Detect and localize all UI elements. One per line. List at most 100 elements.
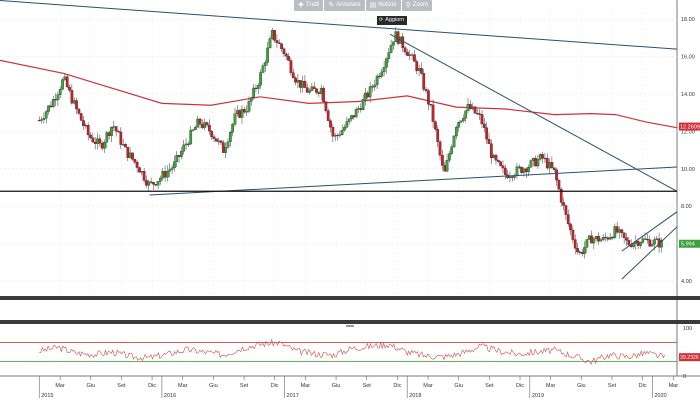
candle-down bbox=[285, 54, 287, 56]
candle-down bbox=[220, 141, 222, 143]
candle-up bbox=[451, 147, 453, 154]
candle-up bbox=[346, 122, 348, 128]
tool-button-annotare[interactable]: ✎ Annotare bbox=[324, 0, 364, 11]
candle-down bbox=[327, 111, 329, 121]
candle-up bbox=[171, 168, 173, 170]
candle-down bbox=[367, 93, 369, 97]
candle-up bbox=[455, 127, 457, 136]
candle-down bbox=[276, 40, 278, 42]
tool-label: Tratti bbox=[306, 0, 319, 11]
month-tick-label: Dic bbox=[148, 383, 156, 389]
candle-down bbox=[124, 144, 126, 147]
candle-up bbox=[250, 98, 252, 102]
candle-down bbox=[490, 144, 492, 158]
candle-down bbox=[478, 114, 480, 115]
candle-down bbox=[604, 237, 606, 238]
candle-down bbox=[572, 230, 574, 240]
candle-up bbox=[192, 130, 194, 131]
tool-button-zoom[interactable]: ⚲ Zoom bbox=[402, 0, 432, 11]
oscillator-value-label: 39.2326 bbox=[680, 355, 699, 361]
refresh-label: Aggiorn bbox=[385, 16, 404, 25]
candle-down bbox=[574, 240, 576, 249]
candle-up bbox=[236, 110, 238, 113]
candle-down bbox=[120, 132, 122, 145]
candle-down bbox=[332, 127, 334, 136]
candle-down bbox=[611, 237, 613, 238]
candle-up bbox=[464, 111, 466, 118]
candle-up bbox=[336, 135, 338, 136]
candle-down bbox=[495, 155, 497, 160]
tool-button-tratti[interactable]: ✚ Tratti bbox=[294, 0, 323, 11]
candle-up bbox=[651, 244, 653, 246]
candle-up bbox=[311, 87, 313, 91]
candle-up bbox=[308, 91, 310, 93]
candle-up bbox=[43, 118, 45, 119]
candle-up bbox=[355, 109, 357, 117]
candle-down bbox=[378, 76, 380, 77]
candle-up bbox=[350, 115, 352, 118]
candle-down bbox=[199, 119, 201, 124]
candle-up bbox=[257, 85, 259, 89]
candle-down bbox=[434, 122, 436, 129]
candle-up bbox=[203, 122, 205, 127]
candle-up bbox=[166, 171, 168, 177]
candle-down bbox=[155, 184, 157, 185]
year-tick-label: 2017 bbox=[287, 393, 299, 399]
candle-up bbox=[241, 109, 243, 117]
candle-down bbox=[616, 226, 618, 232]
candle-down bbox=[628, 240, 630, 245]
candle-up bbox=[362, 99, 364, 110]
candle-down bbox=[318, 92, 320, 93]
candle-up bbox=[532, 158, 534, 160]
year-tick-label: 2018 bbox=[409, 393, 421, 399]
candle-up bbox=[47, 106, 49, 112]
candle-down bbox=[544, 158, 546, 159]
oscillator-tick-label: 0 bbox=[683, 374, 686, 380]
candle-up bbox=[588, 236, 590, 240]
candle-up bbox=[411, 55, 413, 56]
candle-down bbox=[329, 121, 331, 128]
candle-down bbox=[38, 120, 40, 121]
month-tick-label: Mar bbox=[301, 383, 311, 389]
month-tick-label: Set bbox=[117, 383, 126, 389]
candle-up bbox=[467, 104, 469, 111]
candle-up bbox=[169, 170, 171, 172]
candle-down bbox=[623, 233, 625, 238]
price-tick-label: 16.00 bbox=[681, 55, 695, 61]
month-tick-label: Set bbox=[363, 383, 372, 389]
candle-down bbox=[82, 120, 84, 125]
year-tick-label: 2020 bbox=[654, 393, 666, 399]
candle-up bbox=[586, 239, 588, 247]
candle-up bbox=[385, 59, 387, 68]
candle-down bbox=[597, 236, 599, 241]
candle-down bbox=[520, 167, 522, 173]
refresh-button[interactable]: ⟳ Aggiorn bbox=[377, 16, 407, 25]
candle-up bbox=[52, 99, 54, 107]
candle-up bbox=[409, 55, 411, 56]
candle-up bbox=[40, 120, 42, 121]
candle-up bbox=[103, 142, 105, 148]
tool-button-notizie[interactable]: ▤ Notizie bbox=[366, 0, 401, 11]
candle-down bbox=[353, 115, 355, 117]
candle-down bbox=[136, 162, 138, 167]
candle-down bbox=[558, 180, 560, 189]
candle-up bbox=[341, 130, 343, 135]
candle-up bbox=[259, 73, 261, 86]
candle-down bbox=[89, 135, 91, 138]
candle-down bbox=[581, 252, 583, 253]
candle-down bbox=[476, 113, 478, 114]
candle-down bbox=[222, 143, 224, 153]
candle-up bbox=[59, 89, 61, 94]
candle-up bbox=[297, 80, 299, 82]
candle-down bbox=[646, 239, 648, 240]
panel-divider-lower bbox=[0, 320, 700, 324]
candle-down bbox=[579, 252, 581, 253]
candle-up bbox=[110, 127, 112, 136]
candle-down bbox=[416, 61, 418, 70]
candle-up bbox=[639, 243, 641, 246]
candle-down bbox=[402, 37, 404, 48]
candle-up bbox=[96, 139, 98, 144]
moving-average-value-label: 12.2609 bbox=[680, 125, 700, 131]
